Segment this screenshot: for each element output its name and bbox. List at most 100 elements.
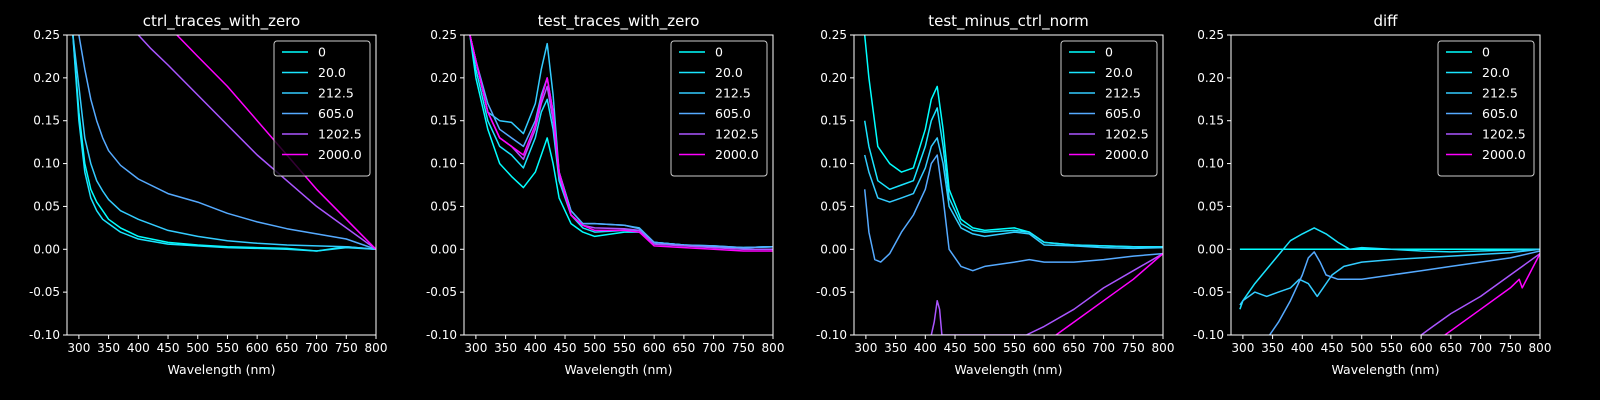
legend-entry: 605.0 [1105,106,1141,121]
y-tick-label: 0.05 [430,199,457,213]
y-tick-label: -0.05 [426,285,457,299]
y-tick-label: 0.00 [33,242,60,256]
plot-frame [66,34,377,336]
x-tick-label: 700 [702,341,725,355]
x-tick-label: 500 [973,341,996,355]
series-line-605.0 [78,35,376,251]
x-tick-label: 500 [1350,341,1373,355]
x-tick-label: 750 [732,341,755,355]
legend-entry: 2000.0 [1105,147,1149,162]
x-tick-label: 400 [1291,341,1314,355]
legend-entry: 212.5 [715,86,751,101]
legend-entry: 212.5 [318,86,354,101]
x-tick-label: 700 [1469,341,1492,355]
y-tick-label: 0.05 [1197,199,1224,213]
legend-box [1060,40,1158,177]
legend-entry: 1202.5 [318,127,362,142]
legend-entry: 1202.5 [1482,127,1526,142]
x-tick-label: 300 [67,341,90,355]
x-tick-label: 800 [365,341,388,355]
x-tick-label: 700 [1092,341,1115,355]
y-tick-label: -0.10 [1193,328,1224,342]
y-tick-label: -0.05 [29,285,60,299]
x-tick-label: 500 [583,341,606,355]
chart-title: test_traces_with_zero [538,12,700,31]
x-tick-label: 550 [1380,341,1403,355]
legend-entry: 0 [318,45,326,60]
x-tick-label: 750 [1499,341,1522,355]
x-tick-label: 600 [1033,341,1056,355]
series-line-20.0 [863,107,1163,248]
plot-frame [463,34,774,336]
x-tick-label: 650 [275,341,298,355]
x-tick-label: 800 [762,341,785,355]
legend-entry: 20.0 [1482,65,1510,80]
y-tick-label: 0.05 [33,199,60,213]
chart-panel-1: ctrl_traces_with_zero 300 350 400 450 500 550 6… [29,12,388,377]
y-tick-label: 0.25 [820,28,847,42]
x-tick-label: 600 [246,341,269,355]
plot-frame [1230,34,1541,336]
legend-box [273,40,371,177]
x-tick-label: 550 [216,341,239,355]
x-tick-label: 350 [884,341,907,355]
legend-entry: 0 [715,45,723,60]
x-tick-label: 400 [524,341,547,355]
y-tick-label: 0.25 [430,28,457,42]
y-tick-label: -0.05 [816,285,847,299]
legend-box [670,40,768,177]
x-tick-label: 350 [1261,341,1284,355]
y-tick-label: 0.10 [820,157,847,171]
x-tick-label: 450 [554,341,577,355]
y-tick-label: 0.20 [33,71,60,85]
legend-entry: 20.0 [318,65,346,80]
chart-title: diff [1373,12,1398,30]
series-line-2000.0 [1444,253,1540,335]
x-tick-label: 650 [1439,341,1462,355]
y-tick-label: 0.10 [430,157,457,171]
y-tick-label: 0.10 [1197,157,1224,171]
x-tick-label: 500 [186,341,209,355]
legend-entry: 1202.5 [1105,127,1149,142]
x-tick-label: 300 [854,341,877,355]
legend-entry: 605.0 [715,106,751,121]
x-axis-label: Wavelength (nm) [168,362,276,377]
legend-entry: 2000.0 [715,147,759,162]
series-line-212.5 [1239,248,1540,306]
x-tick-label: 400 [127,341,150,355]
series-line-2000.0 [1055,253,1163,335]
legend-entry: 20.0 [1105,65,1133,80]
chart-title: ctrl_traces_with_zero [143,12,300,31]
series-line-1202.5 [930,252,1163,335]
legend-entry: 2000.0 [318,147,362,162]
y-tick-label: 0.20 [1197,71,1224,85]
series-line-605.0 [863,154,1163,272]
y-tick-label: 0.25 [1197,28,1224,42]
y-tick-label: -0.10 [816,328,847,342]
legend-entry: 20.0 [715,65,743,80]
chart-title: test_minus_ctrl_norm [928,12,1089,31]
chart-panel-4: diff 300 350 400 450 500 550 600 650 700 750 800 -0.… [1193,12,1552,377]
series-line-2000.0 [469,35,773,252]
y-tick-label: -0.10 [29,328,60,342]
series-line-212.5 [863,137,1163,250]
x-axis-label: Wavelength (nm) [955,362,1063,377]
chart-panel-2: test_traces_with_zero 300 350 400 450 500 550 6… [426,12,785,377]
x-tick-label: 450 [1321,341,1344,355]
x-tick-label: 400 [914,341,937,355]
series-line-1202.5 [1420,252,1540,335]
x-tick-label: 600 [643,341,666,355]
legend-entry: 212.5 [1105,86,1141,101]
legend: 0 20.0 212.5 605.0 1202.5 2000.0 [1437,40,1535,177]
x-tick-label: 600 [1410,341,1433,355]
series-line-20.0 [72,35,376,252]
legend: 0 20.0 212.5 605.0 1202.5 2000.0 [670,40,768,177]
x-tick-label: 650 [672,341,695,355]
y-tick-label: 0.10 [33,157,60,171]
x-axis-label: Wavelength (nm) [565,362,673,377]
series-line-20.0 [1239,227,1540,310]
legend-entry: 2000.0 [1482,147,1526,162]
x-tick-label: 700 [305,341,328,355]
series-line-2000.0 [176,35,376,250]
